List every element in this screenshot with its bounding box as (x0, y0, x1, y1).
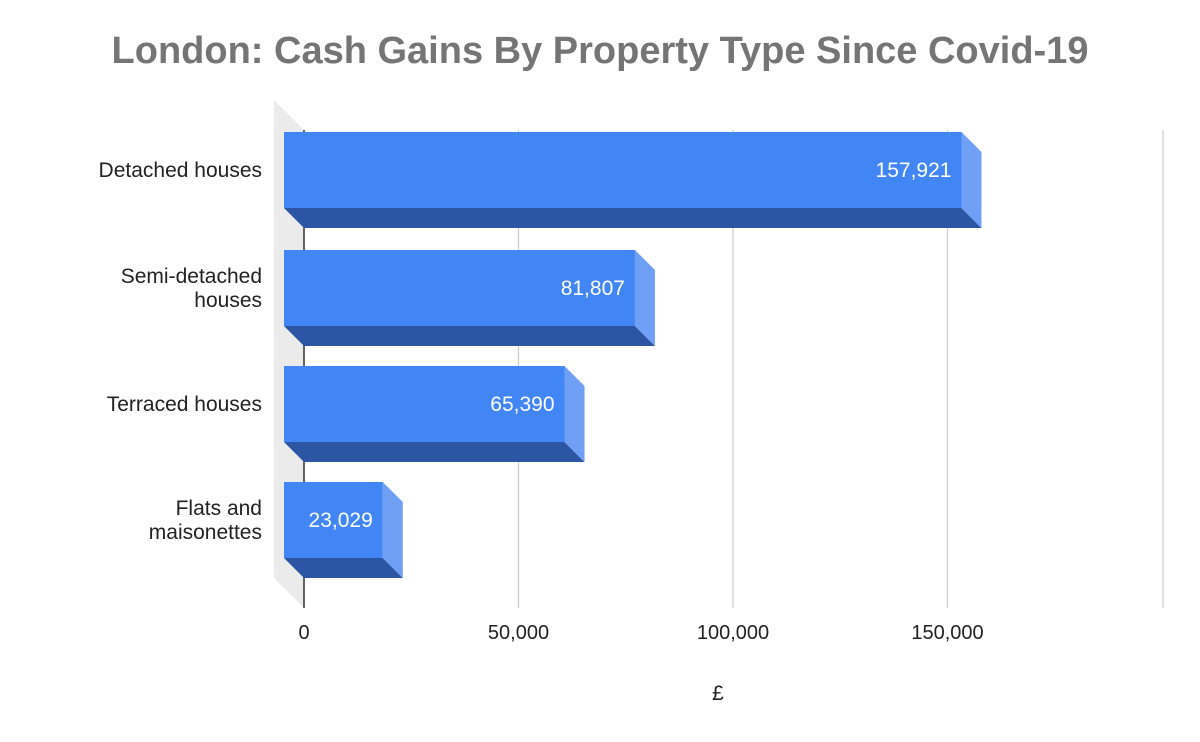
category-label: Semi-detached houses (121, 265, 262, 312)
bar-front-face (284, 482, 383, 558)
bar-bottom-face (284, 442, 585, 462)
chart-back-wall (274, 100, 304, 608)
chart-title: London: Cash Gains By Property Type Sinc… (111, 30, 1089, 72)
bar-bottom-face (284, 208, 982, 228)
x-tick-label: 150,000 (911, 622, 983, 644)
back-wall-panel (274, 100, 304, 608)
bar: 65,390 (284, 366, 585, 462)
bar: 23,029 (284, 482, 403, 578)
data-label: 23,029 (309, 509, 373, 532)
data-label: 157,921 (876, 159, 952, 182)
bar-side-face (564, 366, 585, 462)
category-label: Detached houses (99, 159, 262, 182)
bar-side-face (382, 482, 403, 578)
x-tick-label: 50,000 (488, 622, 549, 644)
category-labels: Detached houses Semi-detached houses Terrac… (99, 159, 262, 544)
x-axis-title: £ (712, 682, 724, 705)
bar: 157,921 (284, 132, 982, 228)
bar-side-face (634, 250, 655, 346)
bar-front-face (284, 132, 962, 208)
bar-bottom-face (284, 326, 655, 346)
bar-front-face (284, 366, 565, 442)
bar-side-face (961, 132, 982, 228)
data-label: 65,390 (490, 393, 554, 416)
x-tick-labels: 0 50,000 100,000 150,000 (298, 622, 983, 644)
x-tick-label: 100,000 (697, 622, 769, 644)
category-label: Terraced houses (107, 393, 262, 416)
bar-front-face (284, 250, 635, 326)
bar: 81,807 (284, 250, 655, 346)
bar-bottom-face (284, 558, 403, 578)
bars: 157,921 81,807 65,390 23,029 (284, 132, 982, 578)
x-tick-label: 0 (298, 622, 309, 644)
category-label: Flats and maisonettes (149, 497, 262, 544)
data-label: 81,807 (561, 277, 625, 300)
